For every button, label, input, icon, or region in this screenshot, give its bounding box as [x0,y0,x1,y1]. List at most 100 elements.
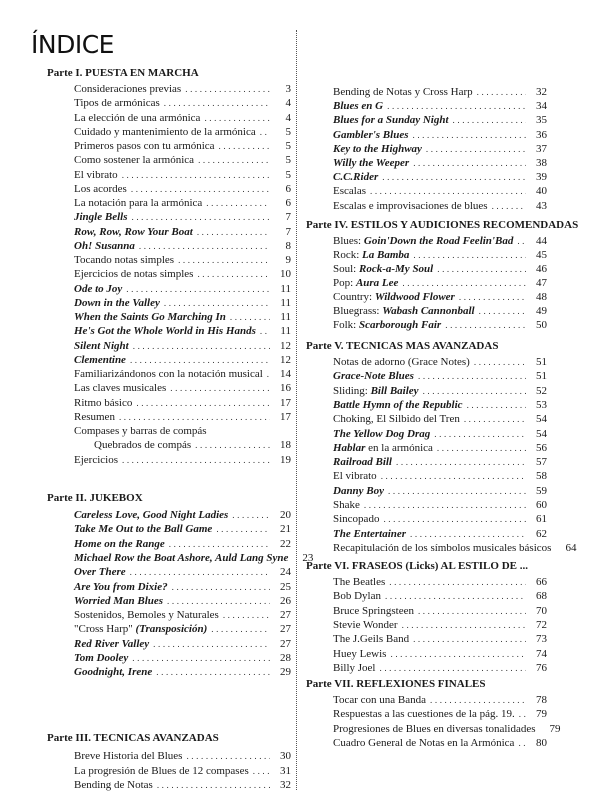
toc-entry[interactable]: Ejercicios de notas simples.............… [74,267,291,281]
toc-entry[interactable]: Familiarizándonos con la notación musica… [74,367,291,381]
page-number: 53 [536,398,547,411]
toc-entry[interactable]: Quebrados de compás.....................… [94,438,291,452]
toc-entry[interactable]: Ejercicios..............................… [74,453,291,467]
toc-entry[interactable]: Recapitulación de los símbolos musicales… [333,541,576,555]
toc-entry[interactable]: Over There..............................… [74,565,291,579]
toc-entry[interactable]: Progresiones de Blues en diversas tonali… [333,722,561,736]
dot-leader: ........................................… [434,428,526,439]
toc-entry[interactable]: Worried Man Blues.......................… [74,594,291,608]
toc-entry[interactable]: Gambler's Blues.........................… [333,128,547,142]
toc-entry[interactable]: Jingle Bells............................… [74,210,291,224]
toc-entry[interactable]: Los acordes.............................… [74,182,291,196]
page-number: 59 [536,484,547,497]
toc-entry[interactable]: La elección de una armónica.............… [74,111,291,125]
toc-entry[interactable]: Down in the Valley......................… [74,296,291,310]
toc-entry[interactable]: Consideraciones previas.................… [74,82,291,96]
toc-entry[interactable]: Red River Valley........................… [74,637,291,651]
toc-entry[interactable]: Cuadro General de Notas en la Armónica..… [333,736,547,750]
toc-entry[interactable]: Huey Lewis..............................… [333,647,547,661]
toc-entry[interactable]: Are You from Dixie?.....................… [74,580,291,594]
toc-entry[interactable]: Blues: Goin'Down the Road Feelin'Bad....… [333,234,547,248]
toc-entry[interactable]: Clementine..............................… [74,353,291,367]
toc-entry[interactable]: The Beatles.............................… [333,575,547,589]
toc-entry[interactable]: Willy the Weeper........................… [333,156,547,170]
toc-entry[interactable]: Breve Historia del Blues................… [74,749,291,763]
toc-entry[interactable]: He's Got the Whole World in His Hands...… [74,324,291,338]
toc-entry[interactable]: Ritmo básico............................… [74,396,291,410]
toc-entry[interactable]: The Entertainer.........................… [333,527,547,541]
entry-title-text: Resumen [74,410,115,423]
entry-title: Blues en G [333,99,383,113]
toc-entry[interactable]: Railroad Bill...........................… [333,455,547,469]
toc-entry[interactable]: Careless Love, Good Night Ladies........… [74,508,291,522]
toc-entry[interactable]: Battle Hymn of the Republic.............… [333,398,547,412]
toc-entry[interactable]: Las claves musicales....................… [74,381,291,395]
entry-title: La progresión de Blues de 12 compases [74,764,249,778]
toc-entry[interactable]: Tipos de armónicas......................… [74,96,291,110]
toc-entry[interactable]: "Cross Harp" (Transposición)............… [74,622,291,636]
toc-entry[interactable]: When the Saints Go Marching In..........… [74,310,291,324]
entry-title-italic: The Entertainer [333,527,407,540]
entry-title: Take Me Out to the Ball Game [74,522,212,536]
toc-entry[interactable]: Pop: Aura Lee...........................… [333,276,547,290]
toc-entry[interactable]: Key to the Highway......................… [333,142,547,156]
entry-title-italic: Home on the Range [74,537,165,550]
toc-entry[interactable]: Sliding: Bill Bailey....................… [333,384,547,398]
toc-entry[interactable]: Cuidado y mantenimiento de la armónica..… [74,125,291,139]
toc-entry[interactable]: Blues en G..............................… [333,99,547,113]
toc-entry[interactable]: Escalas e improvisaciones de blues......… [333,199,547,213]
toc-entry[interactable]: Tom Dooley..............................… [74,651,291,665]
entry-title-text: El vibrato [74,168,118,181]
toc-entry[interactable]: Primeros pasos con tu armónica..........… [74,139,291,153]
toc-entry[interactable]: C.C.Rider...............................… [333,170,547,184]
toc-entry[interactable]: Folk: Scarborough Fair..................… [333,318,547,332]
entry-title: La elección de una armónica [74,111,200,125]
toc-entry[interactable]: Bending de Notas y Cross Harp...........… [333,85,547,99]
toc-entry[interactable]: The J.Geils Band........................… [333,632,547,646]
toc-entry[interactable]: Bluegrass: Wabash Cannonball............… [333,304,547,318]
toc-entry[interactable]: Oh! Susanna.............................… [74,239,291,253]
toc-entry[interactable]: Shake...................................… [333,498,547,512]
toc-entry[interactable]: La progresión de Blues de 12 compases...… [74,764,291,778]
toc-entry[interactable]: Resumen.................................… [74,410,291,424]
toc-entry[interactable]: The Yellow Dog Drag.....................… [333,427,547,441]
toc-entry[interactable]: Take Me Out to the Ball Game............… [74,522,291,536]
toc-entry[interactable]: Compases y barras de compás [74,424,291,438]
toc-entry[interactable]: Respuestas a las cuestiones de la pág. 1… [333,707,547,721]
toc-entry[interactable]: Rock: La Bamba..........................… [333,248,547,262]
toc-entry[interactable]: Sostenidos, Bemoles y Naturales.........… [74,608,291,622]
toc-entry[interactable]: Stevie Wonder...........................… [333,618,547,632]
dot-leader: ........................................… [491,200,526,211]
toc-entry[interactable]: Bob Dylan...............................… [333,589,547,603]
toc-entry[interactable]: Choking, El Silbido del Tren............… [333,412,547,426]
toc-entry[interactable]: Soul: Rock-a-My Soul....................… [333,262,547,276]
toc-entry[interactable]: Bending de Notas........................… [74,778,291,792]
toc-entry[interactable]: Michael Row the Boat Ashore, Auld Lang S… [74,551,313,565]
toc-entry[interactable]: Country: Wildwood Flower................… [333,290,547,304]
page-number: 78 [536,694,547,706]
toc-entry[interactable]: Grace-Note Blues........................… [333,369,547,383]
toc-entry[interactable]: Sincopado...............................… [333,512,547,526]
dot-leader: ........................................… [402,278,526,288]
toc-entry[interactable]: Como sostener la armónica...............… [74,153,291,167]
page-number: 56 [536,441,547,454]
page-number: 40 [536,185,547,198]
toc-entry[interactable]: Escalas.................................… [333,184,547,198]
toc-entry[interactable]: Tocando notas simples...................… [74,253,291,267]
toc-entry[interactable]: Ode to Joy..............................… [74,282,291,296]
toc-entry[interactable]: Hablar en la armónica...................… [333,441,547,455]
dot-leader: ........................................… [384,591,526,602]
toc-entry[interactable]: La notación para la armónica............… [74,196,291,210]
toc-entry[interactable]: Billy Joel..............................… [333,661,547,675]
toc-entry[interactable]: Danny Boy...............................… [333,484,547,498]
toc-entry[interactable]: Row, Row, Row Your Boat.................… [74,225,291,239]
toc-entry[interactable]: El vibrato..............................… [74,168,291,182]
toc-entry[interactable]: Silent Night............................… [74,339,291,353]
toc-entry[interactable]: Notas de adorno (Grace Notes)...........… [333,355,547,369]
toc-entry[interactable]: Blues for a Sunday Night................… [333,113,547,127]
toc-entry[interactable]: El vibrato..............................… [333,469,547,483]
toc-entry[interactable]: Home on the Range.......................… [74,537,291,551]
toc-entry[interactable]: Goodnight, Irene........................… [74,665,291,679]
toc-entry[interactable]: Tocar con una Banda.....................… [333,693,547,707]
toc-entry[interactable]: Bruce Springsteen.......................… [333,604,547,618]
